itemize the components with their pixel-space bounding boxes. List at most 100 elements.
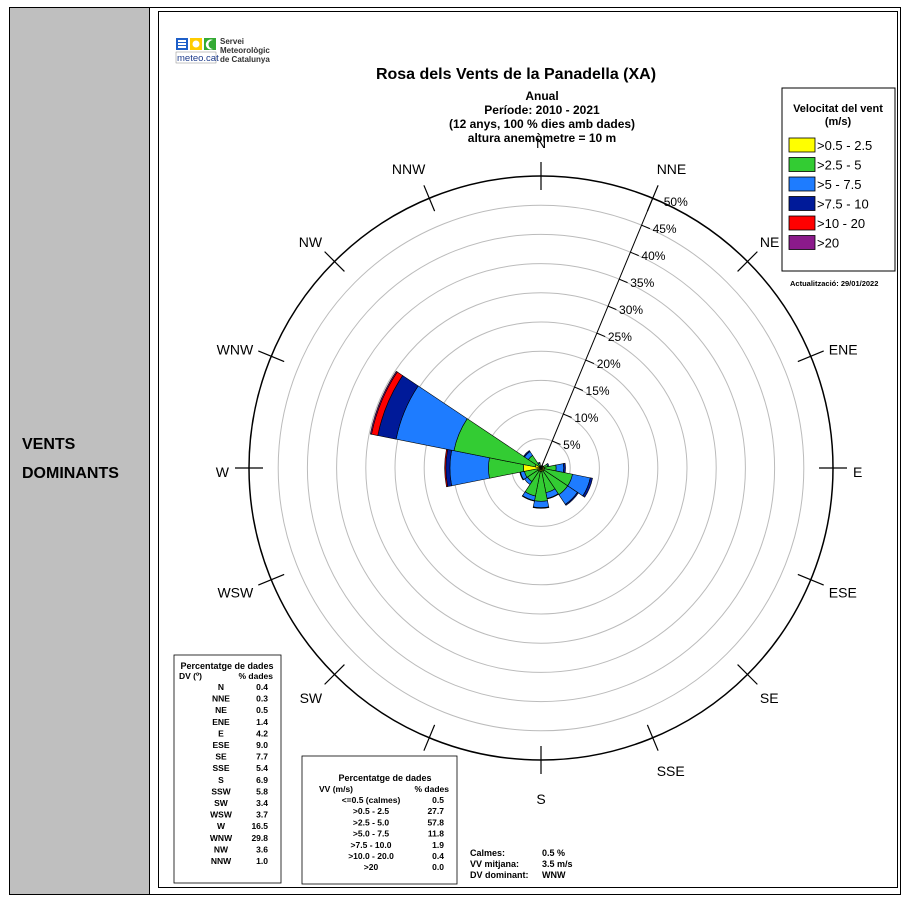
direction-label-nw: NW <box>299 234 323 250</box>
legend-label: >20 <box>817 236 839 251</box>
grid-circle <box>277 204 805 732</box>
direction-label-sw: SW <box>300 690 323 706</box>
direction-tick <box>258 350 285 363</box>
direction-table-value: 5.4 <box>256 763 268 773</box>
summary-block: Calmes: 0.5 % VV mitjana: 3.5 m/s DV dominan… <box>470 848 573 880</box>
direction-table-dir: ENE <box>212 717 230 727</box>
direction-table-value: 3.4 <box>256 798 268 808</box>
direction-label-e: E <box>853 464 862 480</box>
summary-label: DV dominant: <box>470 870 529 880</box>
radial-tick-label: 35% <box>630 276 654 290</box>
wind-rose-figure: meteo.cat Servei Meteorològic de Catalun… <box>158 11 898 888</box>
radial-tick <box>563 413 572 418</box>
radial-tick-label: 5% <box>563 438 581 452</box>
radial-tick-label: 20% <box>597 357 621 371</box>
radial-tick-label: 15% <box>586 384 610 398</box>
wind-rose-svg: meteo.cat Servei Meteorològic de Catalun… <box>173 37 896 885</box>
grid-circle <box>365 292 717 644</box>
row-label-cell: VENTS DOMINANTS <box>10 8 150 894</box>
legend-label: >10 - 20 <box>817 216 865 231</box>
direction-table-value: 3.7 <box>256 810 268 820</box>
petal-ESE-class-4 <box>582 477 593 498</box>
petal-NNW-class-3 <box>537 461 541 465</box>
speed-table-value: 0.4 <box>432 851 444 861</box>
legend-label: >5 - 7.5 <box>817 177 861 192</box>
direction-table-col2: % dades <box>239 671 274 681</box>
petal-SSW-class-4 <box>521 495 535 502</box>
direction-table-rows: N 0.4 NNE 0.3 NE 0.5 ENE 1.4 E 4.2 ESE 9.0 SE 7.7 SSE 5… <box>210 682 268 866</box>
radial-tick-label: 50% <box>664 195 688 209</box>
direction-table-value: 0.3 <box>256 694 268 704</box>
radial-tick <box>585 359 595 364</box>
legend-items: >0.5 - 2.5 >2.5 - 5 >5 - 7.5 >7.5 - 10 >10 -… <box>788 137 872 251</box>
speed-table-value: 57.8 <box>427 817 444 827</box>
legend-label: >2.5 - 5 <box>817 158 861 173</box>
summary-label: VV mitjana: <box>470 859 519 869</box>
row-label-line1: VENTS <box>22 436 76 453</box>
petal-NW-class-4 <box>523 450 531 458</box>
direction-table-value: 16.5 <box>251 821 268 831</box>
direction-label-ese: ESE <box>829 585 857 601</box>
direction-table-dir: NW <box>214 844 229 854</box>
logo-line1: Servei <box>220 37 244 46</box>
direction-label-wsw: WSW <box>217 585 254 601</box>
direction-table-dir: S <box>218 775 224 785</box>
speed-table-class: >7.5 - 10.0 <box>351 840 392 850</box>
direction-table-dir: SSE <box>212 763 229 773</box>
radial-tick <box>607 305 617 311</box>
legend-swatch <box>788 157 816 172</box>
rose-petals <box>369 370 593 509</box>
logo-line2: Meteorològic <box>220 46 270 55</box>
direction-table-value: 6.9 <box>256 775 268 785</box>
petal-E-class-4 <box>562 462 566 474</box>
direction-table-value: 5.8 <box>256 786 268 796</box>
grid-circle <box>306 233 776 703</box>
logo-brand: meteo.cat <box>177 53 219 64</box>
direction-tick <box>324 664 345 685</box>
legend-title: Velocitat del vent <box>793 103 883 115</box>
row-label-line2: DOMINANTS <box>22 465 119 482</box>
logo-line3: de Catalunya <box>220 55 270 64</box>
speed-table-value: 1.9 <box>432 840 444 850</box>
petal-SE-class-4 <box>564 491 579 506</box>
direction-table-dir: N <box>218 682 224 692</box>
radial-tick <box>551 440 561 445</box>
chart-title: Rosa dels Vents de la Panadella (XA) <box>376 66 656 83</box>
speed-table-class: >0.5 - 2.5 <box>353 806 389 816</box>
grid-circle <box>336 263 746 673</box>
direction-table-dir: ESE <box>212 740 229 750</box>
direction-table-col1: DV (º) <box>179 671 202 681</box>
legend-swatch <box>788 196 816 211</box>
subtitle-line-2: Període: 2010 - 2021 <box>484 103 600 117</box>
row-label: VENTS DOMINANTS <box>22 430 152 488</box>
speed-table-col1: VV (m/s) <box>319 784 353 794</box>
direction-label-nne: NNE <box>657 161 687 177</box>
direction-tick <box>737 664 758 685</box>
petal-S-class-3 <box>532 500 550 509</box>
radial-tick <box>619 278 628 284</box>
direction-tick <box>737 251 758 272</box>
direction-table-value: 29.8 <box>251 833 268 843</box>
legend-swatch <box>788 137 816 153</box>
legend-swatch <box>788 235 816 250</box>
radial-axis-line <box>540 198 654 469</box>
direction-table-dir: SW <box>214 798 229 808</box>
subtitle-line-1: Anual <box>525 89 558 103</box>
direction-table: Percentatge de dades DV (º) % dades N 0.4… <box>173 654 282 884</box>
direction-tick <box>423 185 436 212</box>
direction-table-value: 3.6 <box>256 844 268 854</box>
direction-label-s: S <box>536 791 545 807</box>
direction-label-ene: ENE <box>829 341 858 357</box>
radial-tick <box>630 251 639 257</box>
direction-tick <box>797 573 824 586</box>
direction-table-value: 1.4 <box>256 717 268 727</box>
speed-table-col2: % dades <box>415 784 450 794</box>
radial-tick <box>574 386 584 391</box>
meteocat-logo: meteo.cat Servei Meteorològic de Catalun… <box>175 37 270 64</box>
direction-label-nnw: NNW <box>392 161 426 177</box>
speed-table-class: >20 <box>364 862 379 872</box>
direction-label-wnw: WNW <box>217 341 254 357</box>
direction-table-dir: SE <box>215 752 227 762</box>
direction-table-dir: NNE <box>212 694 230 704</box>
legend-label: >0.5 - 2.5 <box>817 138 872 153</box>
